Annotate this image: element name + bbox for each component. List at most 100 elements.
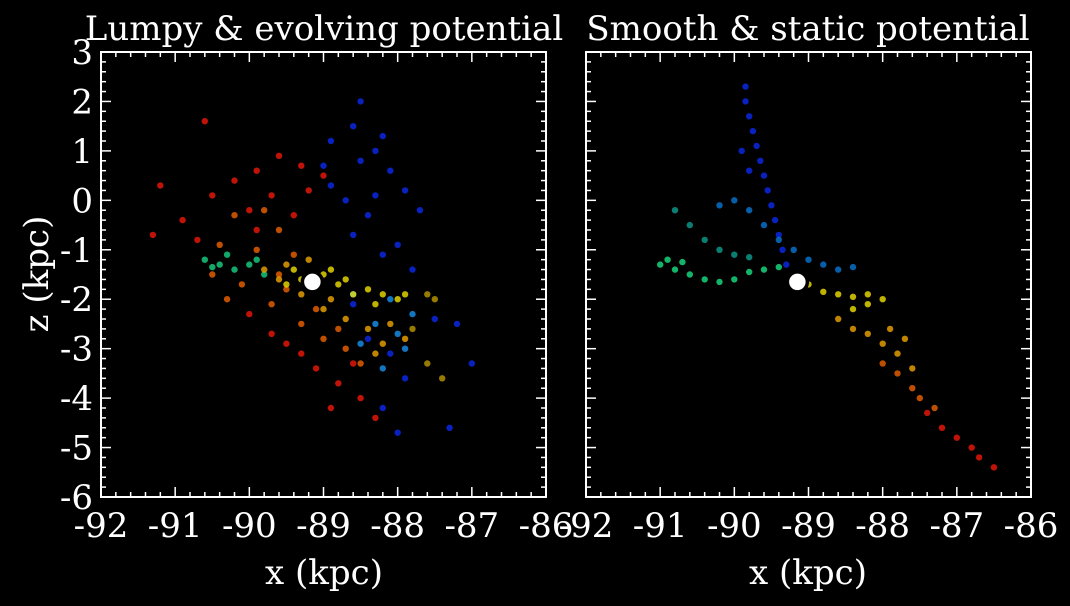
- data-point: [401, 291, 409, 298]
- data-point: [775, 231, 782, 239]
- data-point: [290, 266, 297, 273]
- data-point: [357, 394, 364, 402]
- scatter-points: [149, 98, 475, 436]
- data-point: [379, 340, 386, 347]
- data-point: [820, 288, 827, 295]
- data-point: [350, 360, 357, 367]
- data-point: [394, 241, 401, 248]
- data-point: [790, 246, 797, 253]
- data-point: [671, 266, 679, 273]
- data-point: [401, 345, 409, 352]
- panel-title: Smooth & static potential: [586, 9, 1029, 49]
- data-point: [275, 276, 283, 283]
- y-tick-label: -5: [60, 429, 93, 469]
- data-point: [231, 212, 238, 219]
- data-point: [742, 98, 749, 105]
- data-point: [335, 325, 342, 333]
- data-point: [209, 271, 216, 278]
- data-point: [201, 256, 208, 263]
- data-point: [372, 320, 379, 328]
- data-point: [357, 360, 364, 367]
- data-point: [305, 187, 312, 194]
- data-point: [746, 207, 753, 214]
- data-point: [372, 350, 379, 357]
- data-point: [394, 429, 401, 436]
- x-tick-label: -86: [1004, 506, 1059, 546]
- data-point: [849, 263, 857, 271]
- x-axis-label: x (kpc): [265, 553, 383, 593]
- y-tick-label: 0: [71, 181, 93, 221]
- data-point: [387, 350, 394, 357]
- data-point: [775, 236, 782, 244]
- plot-frame: [100, 51, 547, 498]
- data-point: [924, 409, 931, 417]
- data-point: [364, 212, 372, 219]
- data-point: [401, 375, 409, 382]
- data-point: [764, 187, 771, 194]
- data-point: [849, 325, 857, 333]
- data-point: [312, 305, 320, 313]
- data-point: [275, 226, 283, 234]
- data-point: [938, 424, 946, 431]
- data-point: [357, 340, 364, 347]
- data-point: [342, 315, 349, 323]
- data-point: [268, 330, 275, 337]
- data-point: [409, 310, 416, 318]
- data-point: [671, 207, 679, 214]
- data-point: [298, 320, 305, 328]
- data-point: [327, 296, 335, 303]
- data-point: [731, 197, 738, 204]
- data-point: [194, 236, 201, 244]
- data-point: [342, 276, 349, 283]
- data-point: [894, 370, 901, 377]
- data-point: [886, 325, 894, 333]
- x-tick-label: -91: [633, 506, 688, 546]
- data-point: [746, 113, 753, 120]
- data-point: [779, 246, 786, 253]
- data-point: [209, 263, 216, 271]
- data-point: [835, 291, 842, 298]
- data-point: [775, 263, 782, 271]
- data-point: [879, 340, 886, 347]
- data-point: [320, 335, 327, 342]
- data-point: [342, 345, 349, 352]
- data-point: [879, 360, 886, 367]
- data-point: [431, 296, 438, 303]
- data-point: [231, 266, 238, 273]
- y-tick-label: -4: [60, 379, 93, 419]
- data-point: [379, 291, 386, 298]
- data-point: [657, 261, 664, 268]
- data-point: [431, 315, 438, 323]
- data-point: [387, 296, 394, 303]
- x-tick-label: -89: [296, 506, 351, 546]
- data-point: [357, 98, 364, 105]
- data-point: [268, 301, 275, 308]
- plot-frame: [585, 51, 1032, 498]
- data-point: [864, 291, 871, 298]
- y-tick-label: 2: [71, 82, 93, 122]
- y-tick-label: 1: [71, 132, 93, 172]
- data-point: [350, 123, 357, 130]
- data-point: [364, 335, 372, 342]
- progenitor-marker: [300, 270, 325, 294]
- data-point: [394, 296, 401, 303]
- panel-smooth: Smooth & static potential -92 -91 -90 -89 -8…: [559, 9, 1059, 593]
- data-point: [350, 231, 357, 239]
- data-point: [746, 167, 753, 174]
- data-point: [253, 167, 260, 174]
- y-tick-label: 3: [71, 33, 93, 73]
- data-point: [746, 254, 753, 261]
- data-point: [342, 197, 349, 204]
- data-point: [201, 118, 208, 125]
- data-point: [327, 182, 335, 189]
- data-point: [253, 246, 260, 253]
- x-tick-label: -91: [148, 506, 203, 546]
- data-point: [409, 325, 416, 333]
- data-point: [246, 207, 253, 214]
- data-point: [686, 221, 693, 229]
- data-point: [320, 305, 327, 313]
- data-point: [379, 365, 386, 372]
- data-point: [664, 256, 671, 263]
- progenitor-marker: [785, 270, 810, 294]
- data-point: [731, 276, 738, 283]
